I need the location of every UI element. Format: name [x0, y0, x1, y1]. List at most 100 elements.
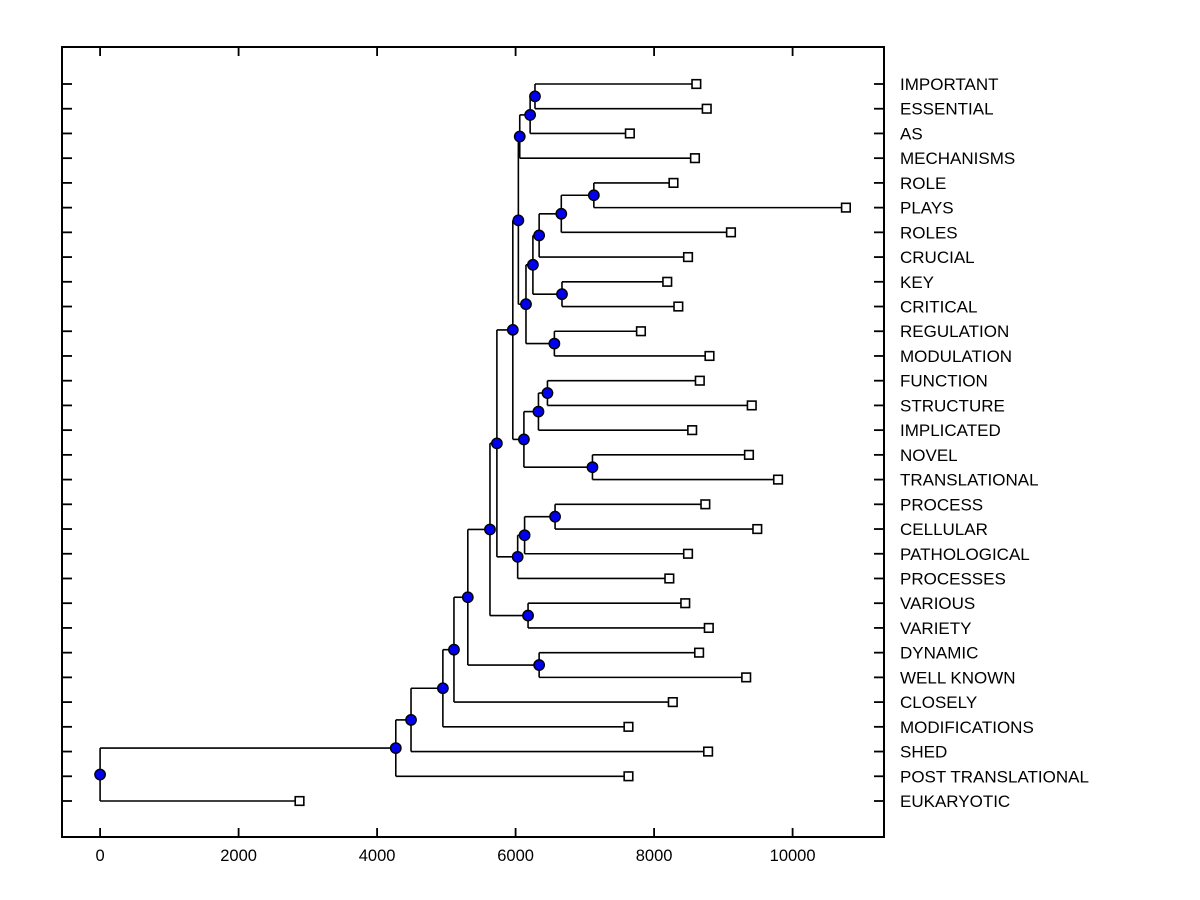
merge-node — [587, 189, 600, 202]
merge-node — [461, 591, 474, 604]
leaf-marker — [703, 622, 714, 634]
merge-node — [527, 258, 539, 271]
leaf-marker — [694, 375, 705, 386]
merge-node — [548, 337, 561, 350]
leaf-marker — [624, 128, 635, 139]
leaf-marker — [687, 425, 698, 436]
leaf-marker — [752, 523, 763, 535]
leaf-label: ROLE — [900, 174, 946, 193]
leaf-marker — [680, 598, 691, 609]
leaf-label: REGULATION — [900, 322, 1009, 341]
merge-node — [556, 288, 568, 301]
merge-node — [436, 682, 449, 695]
leaf-marker — [743, 449, 755, 460]
merge-node — [512, 214, 525, 227]
x-tick-label: 4000 — [359, 847, 396, 865]
merge-node — [518, 529, 531, 542]
labels: 0 2000 4000 6000 8000 10000 IMPORTANT ESSENTIAL… — [95, 75, 1088, 865]
leaf-label: MECHANISMS — [900, 149, 1015, 168]
merge-node — [549, 510, 561, 523]
leaf-label: VARIOUS — [900, 594, 975, 613]
leaf-marker — [691, 78, 702, 90]
leaf-label: CRUCIAL — [900, 248, 975, 267]
leaf-label: VARIETY — [900, 619, 971, 638]
leaf-marker — [840, 202, 852, 213]
leaf-marker — [294, 795, 305, 807]
leaf-marker — [623, 721, 634, 732]
merge-node — [517, 433, 530, 446]
leaf-marker — [664, 573, 675, 584]
leaf-marker — [662, 276, 673, 287]
merge-node — [405, 714, 417, 726]
leaf-label: CELLULAR — [900, 520, 988, 539]
merge-node — [511, 550, 524, 563]
merge-node — [533, 229, 546, 242]
merge-node — [484, 523, 496, 536]
merge-node — [490, 437, 503, 450]
leaf-marker — [668, 177, 679, 188]
leaf-marker — [704, 350, 715, 362]
leaf-marker — [667, 697, 678, 708]
leaf-label: PLAYS — [900, 199, 954, 218]
x-tick-label: 6000 — [497, 847, 534, 865]
x-tick-label: 10000 — [770, 847, 816, 865]
merge-node — [513, 130, 526, 143]
merge-node — [555, 207, 568, 220]
leaf-marker — [772, 474, 784, 485]
merge-node — [541, 387, 554, 399]
leaf-label: FUNCTION — [900, 372, 988, 391]
axes — [61, 46, 885, 838]
leaf-label: KEY — [900, 273, 934, 292]
leaf-label: IMPLICATED — [900, 421, 1001, 440]
merge-node — [529, 90, 541, 103]
merge-node — [522, 609, 534, 622]
leaf-marker — [701, 103, 712, 114]
leaf-marker — [682, 548, 694, 559]
merge-node — [533, 659, 546, 671]
leaf-label: NOVEL — [900, 446, 958, 465]
leaf-label: ESSENTIAL — [900, 100, 994, 119]
x-tick-label: 8000 — [636, 847, 673, 865]
leaf-marker — [623, 771, 634, 782]
leaf-marker — [703, 746, 714, 757]
leaf-label: CRITICAL — [900, 298, 977, 317]
leaf-marker — [725, 227, 737, 238]
leaf-marker — [635, 326, 647, 337]
leaf-marker — [694, 647, 705, 658]
leaf-label: PATHOLOGICAL — [900, 545, 1030, 564]
merge-node — [586, 461, 599, 474]
leaf-marker — [746, 400, 757, 411]
merge-node — [94, 768, 106, 781]
merge-node — [389, 742, 402, 754]
leaf-label: EUKARYOTIC — [900, 792, 1010, 811]
leaf-label: IMPORTANT — [900, 75, 999, 94]
leaf-marker — [689, 153, 701, 164]
leaf-label: POST TRANSLATIONAL — [900, 767, 1089, 786]
merge-node — [524, 109, 537, 121]
leaf-label: DYNAMIC — [900, 644, 978, 663]
leaf-label: AS — [900, 124, 923, 143]
plot-box — [61, 46, 885, 838]
merge-node — [520, 298, 532, 311]
leaf-marker — [700, 499, 711, 510]
leaf-label: SHED — [900, 743, 947, 762]
leaf-label: WELL KNOWN — [900, 668, 1016, 687]
markers — [94, 78, 852, 807]
leaf-marker — [682, 251, 694, 263]
leaf-marker — [673, 301, 684, 312]
leaf-label: STRUCTURE — [900, 396, 1005, 415]
leaf-label: ROLES — [900, 223, 958, 242]
leaf-marker — [741, 672, 752, 683]
leaf-label: MODIFICATIONS — [900, 718, 1034, 737]
merge-node — [506, 323, 519, 336]
leaf-label: TRANSLATIONAL — [900, 471, 1039, 490]
leaf-label: MODULATION — [900, 347, 1012, 366]
x-tick-label: 0 — [95, 847, 104, 865]
x-tick-label: 2000 — [220, 847, 257, 865]
merge-node — [532, 405, 545, 418]
merge-node — [448, 643, 460, 656]
leaf-label: PROCESS — [900, 495, 983, 514]
